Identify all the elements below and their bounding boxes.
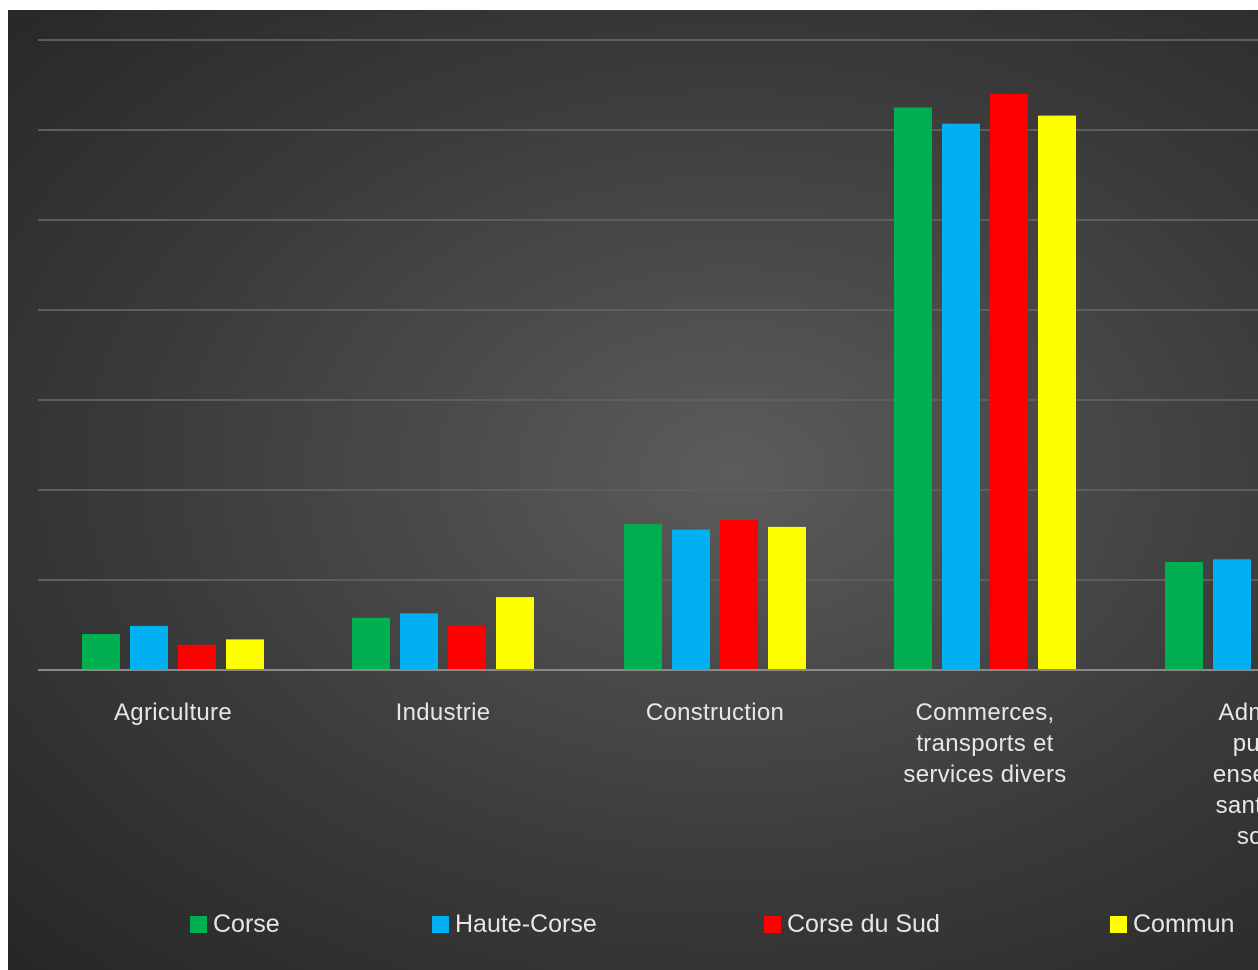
x-tick-label: Industrie xyxy=(396,699,491,726)
x-tick-label: Adminipublenseignsanté esoc xyxy=(1213,699,1258,850)
legend-swatch xyxy=(1110,916,1127,933)
bar-corse-4 xyxy=(1165,562,1203,670)
bar-corse-du-sud-0 xyxy=(178,644,216,670)
bar-corse-du-sud-3 xyxy=(990,94,1028,670)
bar-corse-1 xyxy=(352,617,390,670)
chart-area: Agriculture Industrie Construction Commerce… xyxy=(8,10,1258,970)
x-tick-label: Agriculture xyxy=(114,699,232,726)
bar-corse-2 xyxy=(624,524,662,670)
bar-corse-du-sud-1 xyxy=(448,625,486,670)
legend-item-haute-corse: Haute-Corse xyxy=(432,910,597,939)
x-tick-label: Commerces, transports et services divers xyxy=(903,699,1066,788)
legend-item-corse-du-sud: Corse du Sud xyxy=(764,910,940,939)
bar-chart: Agriculture Industrie Construction Commerce… xyxy=(38,39,1258,850)
bar-haute-corse-4 xyxy=(1213,559,1251,670)
bar-commun-3 xyxy=(1038,115,1076,671)
legend-label: Corse xyxy=(213,910,280,938)
chart-legend: Corse Haute-Corse Corse du Sud Commun xyxy=(8,910,1258,950)
legend-label: Commun xyxy=(1133,910,1235,938)
bar-haute-corse-0 xyxy=(130,625,168,670)
x-tick-label: Construction xyxy=(646,699,784,726)
legend-item-commun: Commun xyxy=(1110,910,1234,939)
legend-label: Haute-Corse xyxy=(455,910,597,938)
legend-swatch xyxy=(764,916,781,933)
legend-swatch xyxy=(190,916,207,933)
bar-commun-0 xyxy=(226,639,264,670)
bar-haute-corse-1 xyxy=(400,613,438,670)
bar-commun-2 xyxy=(768,526,806,670)
bar-haute-corse-3 xyxy=(942,123,980,670)
legend-label: Corse du Sud xyxy=(787,910,940,938)
bar-corse-0 xyxy=(82,634,120,670)
bar-corse-du-sud-2 xyxy=(720,519,758,670)
legend-item-corse: Corse xyxy=(190,910,280,939)
legend-swatch xyxy=(432,916,449,933)
bar-corse-3 xyxy=(894,107,932,670)
bar-commun-1 xyxy=(496,597,534,670)
bar-haute-corse-2 xyxy=(672,529,710,670)
